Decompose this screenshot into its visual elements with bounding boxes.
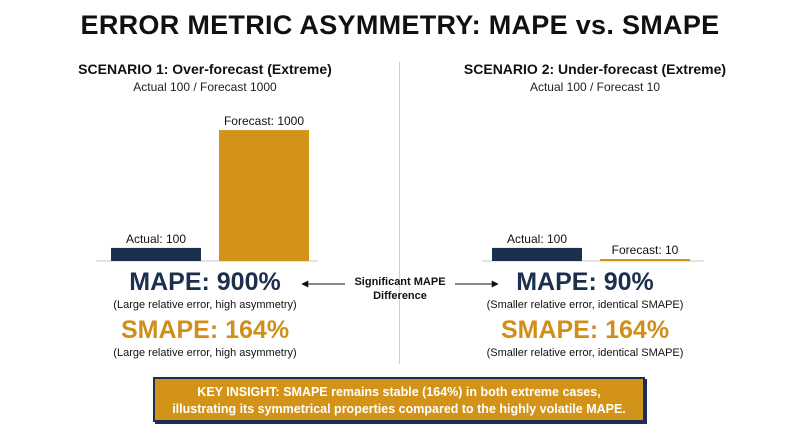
scenario-2-subtitle: Actual 100 / Forecast 10 <box>529 80 661 94</box>
chart-2-label-forecast: Forecast: 10 <box>612 243 679 257</box>
chart-1-label-actual: Actual: 100 <box>126 232 186 246</box>
page-title: ERROR METRIC ASYMMETRY: MAPE vs. SMAPE <box>80 10 720 40</box>
scenario-1-smape-note: (Large relative error, high asymmetry) <box>113 347 297 359</box>
difference-label: Significant MAPE Difference <box>354 276 446 302</box>
key-insight-line-1: KEY INSIGHT: SMAPE remains stable (164%)… <box>197 385 601 399</box>
scenario-divider <box>399 62 400 364</box>
chart-2-label-actual: Actual: 100 <box>507 232 567 246</box>
key-insight-line-2: illustrating its symmetrical properties … <box>172 402 626 416</box>
scenario-1-subtitle: Actual 100 / Forecast 1000 <box>133 80 277 94</box>
scenario-2-mape: MAPE: 90% <box>516 268 654 296</box>
scenario-1-smape: SMAPE: 164% <box>120 316 290 344</box>
scenario-2-mape-note: (Smaller relative error, identical SMAPE… <box>486 299 684 311</box>
scenario-1-title: SCENARIO 1: Over-forecast (Extreme) <box>78 61 332 77</box>
scenario-2-smape: SMAPE: 164% <box>500 316 670 344</box>
scenario-1-mape: MAPE: 900% <box>129 268 281 296</box>
scenario-2-title: SCENARIO 2: Under-forecast (Extreme) <box>463 61 727 77</box>
chart-2-bar-actual <box>492 247 582 261</box>
scenario-1-mape-note: (Large relative error, high asymmetry) <box>113 299 297 311</box>
chart-2-bar-forecast <box>600 259 690 261</box>
scenario-2-smape-note: (Smaller relative error, identical SMAPE… <box>486 347 684 359</box>
key-insight-box: KEY INSIGHT: SMAPE remains stable (164%)… <box>153 377 645 422</box>
chart-1-bar-forecast <box>219 130 309 261</box>
chart-1-label-forecast: Forecast: 1000 <box>224 114 304 128</box>
chart-1-bar-actual <box>111 247 201 261</box>
